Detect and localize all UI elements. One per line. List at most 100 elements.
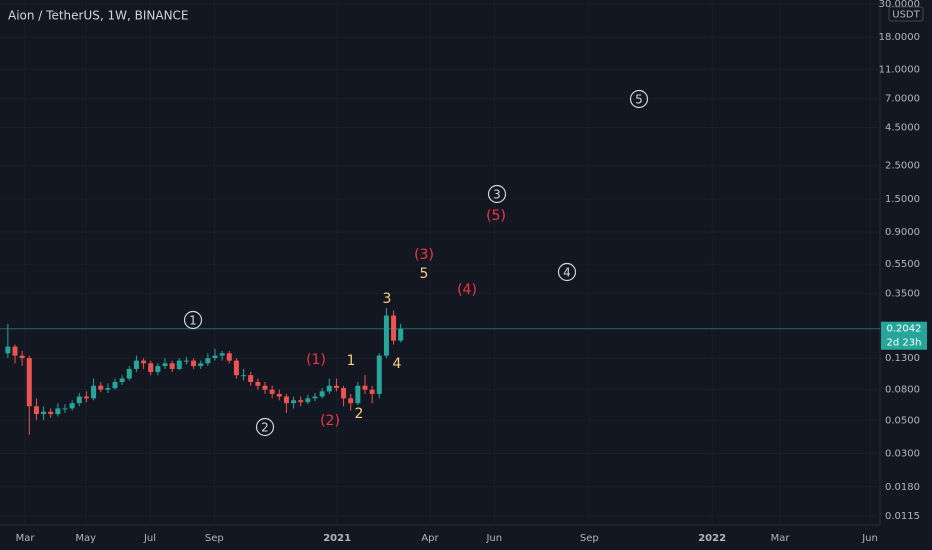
candle-body	[341, 388, 347, 399]
candle-body	[219, 353, 225, 356]
candle-body	[226, 353, 232, 361]
x-tick-label: Sep	[580, 533, 599, 544]
candle-body	[376, 355, 382, 394]
wave-label: 2	[355, 406, 364, 422]
y-tick-label: 0.9000	[885, 227, 920, 238]
wave-label: 3	[383, 291, 392, 307]
grid	[0, 0, 880, 525]
wave-label: 4	[393, 356, 402, 372]
wave-label: 1	[347, 353, 356, 369]
y-tick-label: 0.0180	[885, 482, 920, 493]
candle-body	[19, 355, 25, 359]
candle-body	[241, 375, 247, 377]
y-tick-label: 0.0800	[885, 385, 920, 396]
wave-label: (5)	[486, 208, 506, 224]
wave-label: 2	[261, 421, 269, 435]
unit-box	[888, 6, 924, 22]
candle-body	[98, 385, 104, 390]
wave-label: 4	[563, 266, 571, 280]
wave-label: 5	[420, 266, 429, 282]
candle-body	[233, 360, 239, 376]
candle-body	[133, 360, 139, 369]
x-tick-label: Jun	[485, 533, 502, 544]
y-tick-label: 0.3500	[885, 289, 920, 300]
candle-body	[276, 393, 282, 397]
y-tick-label: 30.0000	[879, 0, 920, 10]
candle-body	[62, 408, 68, 410]
x-tick-label: 2022	[698, 533, 726, 544]
candle-body	[312, 396, 318, 399]
candle-body	[383, 315, 389, 356]
candle-body	[83, 396, 89, 399]
y-tick-label: 18.0000	[879, 32, 920, 43]
candle-body	[48, 411, 54, 415]
candle-body	[126, 368, 132, 379]
candle-body	[298, 400, 304, 403]
candle-body	[155, 366, 161, 372]
unit-label: USDT	[892, 10, 920, 21]
candle-body	[55, 408, 61, 415]
x-tick-label: Mar	[16, 533, 36, 544]
y-tick-label: 4.5000	[885, 122, 920, 133]
candle-body	[205, 358, 211, 364]
wave-label: (1)	[306, 352, 326, 368]
y-tick-label: 1.5000	[885, 194, 920, 205]
chart-title: Aion / TetherUS, 1W, BINANCE	[8, 9, 189, 23]
candle-body	[369, 389, 375, 394]
candle-body	[119, 378, 125, 383]
candle-body	[355, 385, 361, 404]
candle-body	[169, 363, 175, 369]
candle-body	[391, 315, 397, 341]
wave-circle	[487, 184, 507, 204]
y-tick-label: 0.0115	[885, 511, 920, 522]
candle-body	[283, 396, 289, 404]
candle-body	[326, 385, 332, 392]
candle-body	[69, 403, 75, 409]
candle-body	[248, 375, 254, 383]
x-tick-label: Jul	[143, 533, 156, 544]
candle-body	[262, 385, 268, 390]
wave-label: 3	[493, 188, 501, 202]
candle-body	[398, 328, 404, 341]
candle-body	[348, 398, 354, 404]
y-tick-label: 0.0500	[885, 415, 920, 426]
candle-body	[291, 400, 297, 404]
x-tick-label: Sep	[205, 533, 224, 544]
last-price-label: 0.2042	[887, 324, 922, 335]
candle-body	[33, 406, 39, 415]
wave-label: (2)	[320, 413, 340, 429]
candle-body	[255, 382, 261, 386]
x-tick-label: Apr	[421, 533, 439, 544]
candle-body	[319, 391, 325, 397]
axes: 30.0000 18.0000 11.0000 7.0000 4.5000 2.5000 1…	[16, 0, 927, 544]
candle-body	[141, 360, 147, 364]
last-price-box	[881, 321, 927, 350]
x-tick-label: May	[75, 533, 96, 544]
candle-body	[198, 363, 204, 367]
wave-circle	[557, 262, 577, 282]
candle-body	[105, 388, 111, 390]
candle-body	[176, 360, 182, 369]
y-tick-label: 0.5500	[885, 259, 920, 270]
candle-body	[191, 360, 197, 367]
wave-label: 1	[189, 314, 197, 328]
candle-body	[162, 363, 168, 367]
candle-body	[112, 382, 118, 389]
y-tick-label: 0.1300	[885, 353, 920, 364]
countdown-label: 2d 23h	[887, 338, 922, 349]
candle-body	[5, 346, 11, 354]
candle-body	[183, 360, 189, 362]
wave-circle	[255, 417, 275, 437]
candle-body	[148, 363, 154, 372]
candle-body	[91, 385, 97, 399]
annotations: 1 2 3 4 5 (1) (2) (3) (4) (5) 1 2 3 4 5	[183, 89, 649, 437]
y-tick-label: 2.5000	[885, 161, 920, 172]
candle-body	[362, 385, 368, 390]
candle-body	[212, 355, 218, 359]
wave-label: 5	[635, 93, 643, 107]
candle-body	[76, 396, 82, 404]
candle-body	[269, 389, 275, 394]
wave-circle	[183, 310, 203, 330]
